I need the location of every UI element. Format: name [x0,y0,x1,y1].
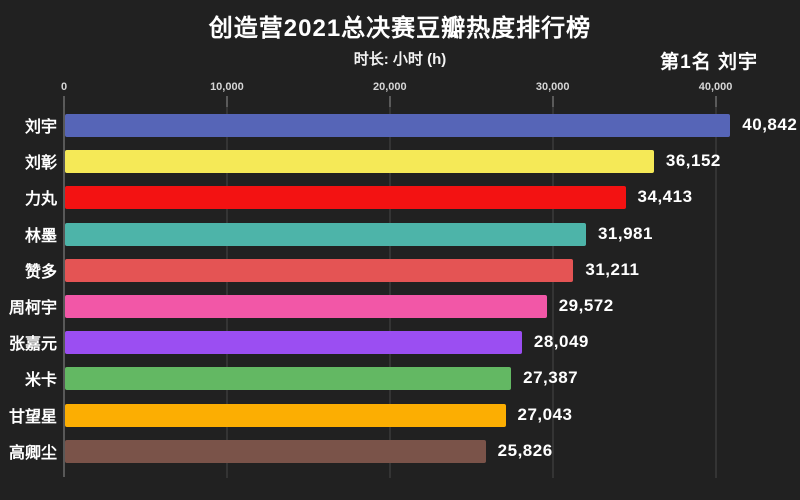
gridline [226,107,228,478]
bar-value-label: 29,572 [558,296,614,315]
heat-bar [65,222,586,246]
current-leader-badge: 第1名 刘宇 [660,52,758,73]
contestant-name-label: 林墨 [24,227,57,245]
bar-row: 周柯宇 29,572 [0,288,800,324]
contestant-name-label: 甘望星 [8,408,57,426]
bar-value-label: 31,211 [585,259,640,279]
x-tick-mark [225,96,228,107]
bar-row: 赞多 31,211 [0,252,800,288]
x-tick-label: 0 [60,81,68,93]
gridline [389,107,391,478]
bar-value-label: 27,043 [517,404,573,424]
x-tick-label: 10,000 [210,81,244,93]
bar-row: 米卡 27,387 [0,360,800,396]
x-tick-label: 30,000 [535,81,570,93]
heat-bar [65,150,654,174]
contestant-name-label: 高卿尘 [8,444,57,462]
bar-value-label: 34,413 [637,187,693,207]
chart-title: 创造营2021总决赛豆瓣热度排行榜 [208,15,592,42]
heat-bar [65,403,506,427]
heat-bar [65,331,522,355]
heat-bar [65,439,486,463]
x-tick-label: 20,000 [372,81,407,93]
chart-subtitle: 时长: 小时 (h) [353,51,447,68]
x-tick-mark [388,96,391,107]
x-tick-mark [551,96,554,107]
bar-row: 高卿尘 25,826 [0,433,800,469]
heat-bar [65,186,626,210]
bar-rows: 刘宇 40,842 刘彰 36,152 力丸 34,413 林墨 31,981 … [0,107,800,472]
bar-row: 刘彰 36,152 [0,143,800,179]
heat-bar [65,295,547,318]
bar-row: 力丸 34,413 [0,179,800,215]
contestant-name-label: 周柯宇 [8,300,57,317]
x-tick-mark [714,96,717,107]
gridline [715,107,717,478]
bar-value-label: 31,981 [597,223,653,243]
contestant-name-label: 米卡 [24,372,57,390]
bar-value-label: 27,387 [523,368,579,388]
bar-row: 张嘉元 28,049 [0,324,800,360]
gridline [552,107,554,478]
contestant-name-label: 张嘉元 [8,336,57,354]
heat-bar [65,367,512,391]
bar-value-label: 25,826 [497,440,553,460]
x-tick-mark [63,96,65,107]
bar-value-label: 40,842 [742,115,798,134]
bar-value-label: 36,152 [665,151,721,171]
bar-row: 林墨 31,981 [0,216,800,252]
contestant-name-label: 力丸 [24,191,57,209]
bar-row: 刘宇 40,842 [0,107,800,143]
x-tick-label: 40,000 [698,81,733,93]
heat-bar [65,114,731,137]
y-axis-line [63,96,65,477]
contestant-name-label: 赞多 [24,263,57,281]
contestant-name-label: 刘彰 [24,155,57,173]
bar-row: 甘望星 27,043 [0,397,800,433]
contestant-name-label: 刘宇 [24,119,57,136]
bar-value-label: 28,049 [533,332,589,352]
heat-bar [65,258,574,282]
